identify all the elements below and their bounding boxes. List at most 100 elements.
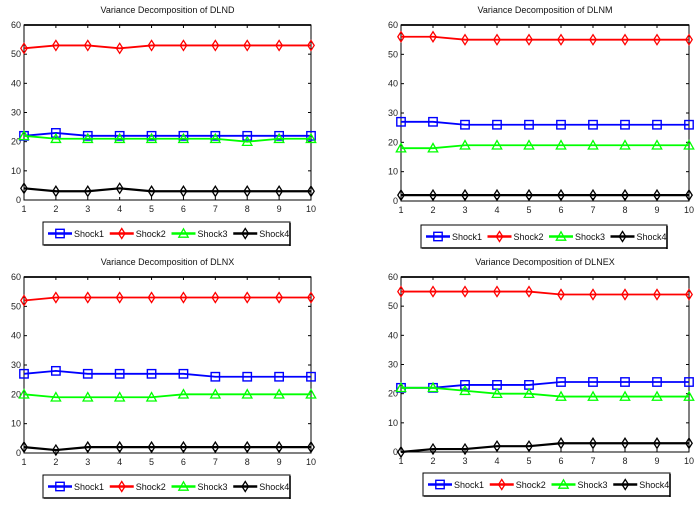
legend-marker — [241, 480, 250, 493]
data-point — [589, 33, 597, 46]
data-point — [307, 185, 315, 198]
legend-marker — [241, 227, 250, 240]
data-point — [525, 33, 533, 46]
data-point — [589, 437, 597, 450]
series-shock2 — [20, 291, 315, 307]
legend-marker — [435, 479, 445, 490]
y-tick-label: 0 — [16, 448, 21, 458]
data-point — [242, 130, 253, 141]
data-point — [115, 182, 124, 195]
plot-frame — [400, 276, 690, 453]
data-point — [83, 291, 92, 304]
chart-title: Variance Decomposition of DLNM — [478, 5, 613, 15]
data-point — [147, 440, 156, 454]
y-tick-label: 40 — [11, 78, 21, 88]
data-point — [461, 188, 469, 202]
x-tick-label: 2 — [53, 204, 58, 214]
x-tick-label: 9 — [277, 457, 282, 467]
data-point — [557, 437, 565, 450]
series-line — [401, 386, 689, 398]
data-point — [20, 42, 28, 55]
y-tick-label: 0 — [393, 196, 398, 206]
legend-label: Shock2 — [516, 480, 546, 490]
x-tick-label: 10 — [306, 204, 316, 214]
legend-item-shock3: Shock3 — [551, 478, 608, 490]
data-point — [147, 185, 156, 198]
legend-item-shock2: Shock2 — [109, 227, 166, 240]
x-tick-label: 1 — [398, 456, 403, 466]
data-point — [524, 119, 534, 130]
x-tick-label: 8 — [245, 204, 250, 214]
data-point — [461, 442, 469, 456]
legend-marker — [117, 480, 126, 493]
data-point — [242, 371, 253, 382]
data-point — [273, 132, 285, 144]
legend: Shock1 Shock2 Shock3 Shock4 — [42, 221, 291, 246]
x-tick-label: 6 — [181, 457, 186, 467]
data-point — [50, 132, 62, 144]
legend-label: Shock3 — [198, 482, 228, 492]
chart-panel-3: Variance Decomposition of DLNX 0 10 20 30 40 5… — [11, 257, 317, 499]
data-point — [211, 185, 220, 198]
y-tick-label: 60 — [11, 20, 21, 30]
legend-marker — [433, 231, 443, 242]
data-point — [459, 384, 471, 396]
data-point — [273, 388, 285, 399]
x-tick-label: 4 — [117, 204, 122, 214]
data-point — [621, 188, 629, 202]
x-tick-label: 5 — [149, 457, 154, 467]
x-tick-label: 5 — [149, 204, 154, 214]
data-point — [274, 371, 285, 382]
data-point — [211, 440, 220, 454]
plot-frame — [23, 276, 312, 454]
series-shock3 — [395, 139, 695, 153]
data-point — [209, 388, 222, 399]
data-point — [396, 116, 406, 127]
data-point — [556, 377, 566, 387]
data-point — [210, 130, 221, 141]
data-point — [275, 185, 284, 198]
data-point — [555, 139, 567, 150]
legend-marker — [177, 227, 190, 238]
data-point — [83, 440, 92, 454]
legend-item-shock3: Shock3 — [171, 480, 228, 492]
y-tick-label: 50 — [11, 301, 21, 311]
series-shock4 — [20, 440, 315, 457]
data-point — [145, 132, 158, 144]
x-tick-label: 3 — [462, 456, 467, 466]
legend-item-shock3: Shock3 — [549, 230, 605, 242]
data-point — [115, 42, 124, 55]
data-point — [51, 291, 60, 304]
legend: Shock1 Shock2 Shock3 Shock4 — [420, 224, 668, 249]
data-point — [460, 119, 470, 130]
x-tick-label: 6 — [181, 204, 186, 214]
data-point — [429, 30, 437, 43]
data-point — [589, 288, 597, 301]
x-tick-label: 4 — [494, 456, 499, 466]
data-point — [306, 371, 316, 382]
x-tick-label: 1 — [21, 204, 26, 214]
x-tick-label: 4 — [494, 205, 499, 215]
data-point — [461, 33, 469, 46]
legend-item-shock1: Shock1 — [426, 231, 482, 242]
data-point — [684, 377, 694, 387]
data-point — [50, 128, 61, 138]
data-point — [81, 132, 94, 144]
data-point — [653, 33, 661, 46]
y-tick-label: 0 — [393, 447, 398, 457]
data-point — [147, 291, 156, 304]
data-point — [395, 142, 407, 153]
y-tick-label: 10 — [388, 167, 398, 177]
series-line — [23, 369, 311, 378]
data-point — [493, 439, 501, 453]
data-point — [397, 188, 405, 202]
y-tick-label: 50 — [11, 49, 21, 59]
data-point — [243, 185, 252, 198]
data-point — [523, 387, 535, 399]
data-point — [146, 368, 157, 379]
legend-marker — [557, 478, 570, 489]
data-point — [114, 130, 125, 141]
legend-marker — [497, 478, 506, 491]
x-tick-label: 5 — [526, 205, 531, 215]
